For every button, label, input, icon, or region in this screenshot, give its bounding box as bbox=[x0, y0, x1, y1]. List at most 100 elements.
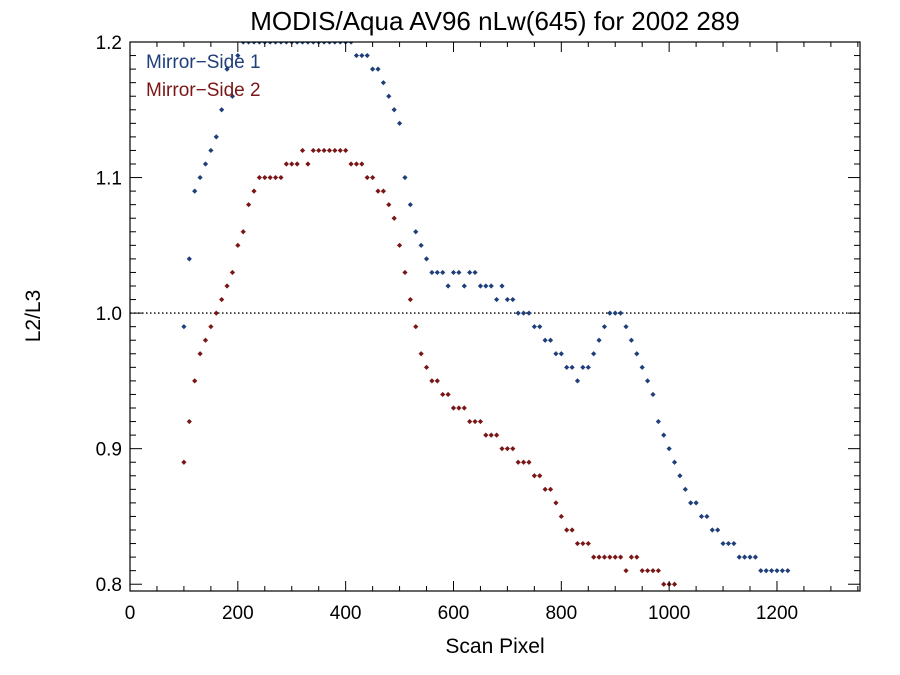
data-point-series-1 bbox=[235, 52, 241, 59]
data-point-series-1 bbox=[736, 554, 742, 560]
x-tick-label: 400 bbox=[330, 603, 362, 624]
data-point-series-2 bbox=[440, 391, 446, 398]
data-point-series-1 bbox=[558, 351, 564, 357]
x-tick-label: 1000 bbox=[648, 603, 690, 624]
data-point-series-2 bbox=[213, 310, 219, 316]
data-point-series-1 bbox=[267, 42, 273, 45]
y-tick-label: 0.8 bbox=[96, 575, 122, 596]
data-point-series-1 bbox=[429, 269, 435, 276]
data-point-series-1 bbox=[477, 283, 484, 289]
data-point-series-2 bbox=[359, 161, 365, 167]
data-point-series-1 bbox=[564, 364, 570, 370]
data-point-series-2 bbox=[591, 554, 597, 560]
data-point-series-1 bbox=[440, 269, 446, 276]
data-point-series-2 bbox=[391, 215, 397, 221]
data-point-series-2 bbox=[564, 527, 570, 533]
data-point-series-1 bbox=[779, 568, 785, 574]
data-points bbox=[181, 42, 791, 587]
data-point-series-2 bbox=[558, 513, 564, 520]
data-point-series-2 bbox=[461, 405, 467, 411]
data-point-series-2 bbox=[407, 296, 413, 303]
data-point-series-1 bbox=[391, 107, 397, 113]
data-point-series-2 bbox=[547, 486, 554, 492]
data-point-series-1 bbox=[321, 42, 327, 45]
data-point-series-1 bbox=[682, 486, 688, 492]
data-point-series-1 bbox=[494, 296, 500, 303]
data-point-series-2 bbox=[429, 378, 435, 384]
data-point-series-2 bbox=[246, 202, 252, 208]
data-point-series-2 bbox=[434, 378, 440, 384]
data-point-series-1 bbox=[547, 337, 554, 343]
data-point-series-1 bbox=[208, 147, 214, 154]
data-point-series-2 bbox=[542, 486, 548, 492]
y-tick-label: 0.9 bbox=[96, 440, 122, 461]
data-point-series-2 bbox=[639, 568, 645, 574]
data-point-series-2 bbox=[526, 459, 532, 465]
data-point-series-2 bbox=[472, 418, 478, 425]
data-point-series-1 bbox=[445, 283, 451, 289]
data-point-series-1 bbox=[396, 120, 403, 126]
data-point-series-1 bbox=[283, 42, 289, 45]
data-point-series-1 bbox=[574, 378, 581, 384]
data-point-series-1 bbox=[510, 296, 516, 303]
data-point-series-1 bbox=[725, 540, 732, 547]
data-point-series-1 bbox=[488, 283, 494, 289]
data-point-series-1 bbox=[774, 568, 780, 574]
data-point-series-1 bbox=[251, 42, 257, 45]
x-tick-label: 600 bbox=[438, 603, 470, 624]
data-point-series-2 bbox=[272, 174, 279, 181]
data-point-series-1 bbox=[380, 80, 386, 86]
data-point-series-1 bbox=[332, 42, 338, 45]
data-point-series-2 bbox=[537, 473, 543, 479]
data-point-series-1 bbox=[650, 391, 656, 398]
data-point-series-1 bbox=[192, 188, 198, 194]
data-point-series-2 bbox=[348, 161, 354, 167]
data-point-series-2 bbox=[316, 147, 322, 154]
data-point-series-1 bbox=[580, 364, 586, 370]
data-point-series-2 bbox=[423, 364, 430, 370]
data-point-series-1 bbox=[639, 364, 645, 370]
data-point-series-1 bbox=[413, 229, 419, 235]
data-point-series-1 bbox=[310, 42, 316, 45]
data-point-series-1 bbox=[472, 269, 478, 276]
data-point-series-1 bbox=[213, 134, 219, 140]
data-point-series-2 bbox=[396, 242, 403, 248]
data-point-series-1 bbox=[348, 42, 354, 45]
data-point-series-1 bbox=[677, 473, 683, 479]
data-point-series-2 bbox=[520, 459, 527, 465]
data-point-series-1 bbox=[709, 527, 715, 533]
data-point-series-1 bbox=[402, 174, 408, 181]
data-point-series-1 bbox=[661, 432, 667, 438]
data-point-series-1 bbox=[461, 283, 467, 289]
data-point-series-1 bbox=[520, 310, 527, 316]
data-point-series-2 bbox=[510, 446, 516, 452]
data-point-series-2 bbox=[671, 581, 678, 587]
data-point-series-2 bbox=[181, 459, 187, 465]
data-point-series-2 bbox=[310, 147, 316, 154]
data-point-series-2 bbox=[494, 432, 500, 438]
data-point-series-1 bbox=[618, 310, 624, 316]
data-point-series-2 bbox=[569, 527, 575, 533]
data-point-series-2 bbox=[477, 418, 484, 425]
axis-ticks: 0 200 400 600 800 1000 1200 0.8 0.9 1.0 1.1 1.2 bbox=[96, 33, 860, 624]
data-point-series-2 bbox=[343, 147, 349, 154]
data-point-series-2 bbox=[326, 147, 333, 154]
data-point-series-1 bbox=[483, 283, 489, 289]
legend-entry-mirror-side-2: Mirror−Side 2 bbox=[146, 80, 261, 101]
data-point-series-1 bbox=[370, 66, 376, 72]
data-point-series-2 bbox=[628, 554, 635, 560]
x-tick-label: 0 bbox=[125, 603, 136, 624]
data-point-series-1 bbox=[644, 378, 651, 384]
data-point-series-2 bbox=[202, 337, 209, 343]
data-point-series-1 bbox=[364, 52, 370, 59]
data-point-series-1 bbox=[353, 52, 360, 59]
data-point-series-1 bbox=[229, 93, 236, 99]
data-point-series-1 bbox=[553, 351, 559, 357]
data-point-series-2 bbox=[634, 554, 640, 560]
data-point-series-2 bbox=[580, 540, 586, 547]
x-axis-label: Scan Pixel bbox=[445, 635, 544, 658]
data-point-series-2 bbox=[299, 147, 306, 154]
data-point-series-1 bbox=[515, 310, 521, 316]
data-point-series-1 bbox=[504, 296, 511, 303]
